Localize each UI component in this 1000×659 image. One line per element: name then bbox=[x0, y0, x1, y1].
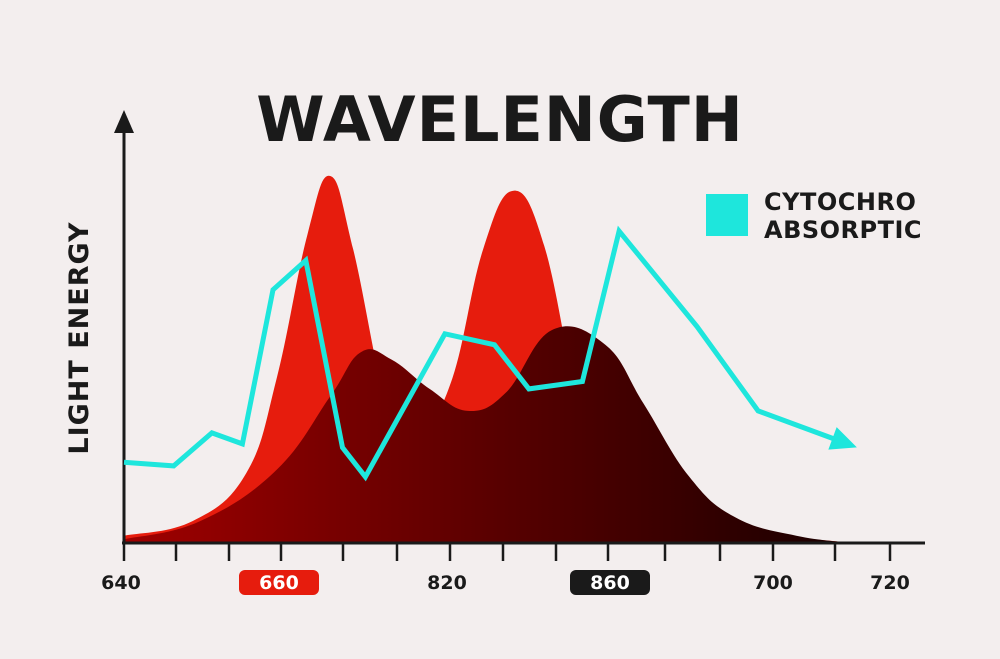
tick-highlight-badge bbox=[239, 570, 319, 595]
chart-title: WAVELENGTH bbox=[256, 83, 743, 156]
line-arrowhead bbox=[828, 427, 857, 450]
y-axis-label: LIGHT ENERGY bbox=[64, 221, 95, 454]
x-tick-label: 860 bbox=[590, 572, 630, 594]
legend-label: CYTOCHRO bbox=[764, 188, 916, 216]
dark-spectrum-area bbox=[124, 326, 888, 544]
x-tick-label: 640 bbox=[101, 572, 141, 594]
y-axis-arrow bbox=[114, 110, 134, 133]
x-tick-label: 700 bbox=[753, 572, 793, 594]
tick-highlight-badge bbox=[570, 570, 650, 595]
legend-label: ABSORPTIC bbox=[764, 216, 922, 244]
x-tick-label: 720 bbox=[870, 572, 910, 594]
legend-swatch bbox=[706, 194, 748, 236]
x-tick-label: 660 bbox=[259, 572, 299, 594]
x-tick-label: 820 bbox=[427, 572, 467, 594]
cytochrome-absorption-line bbox=[123, 225, 849, 482]
